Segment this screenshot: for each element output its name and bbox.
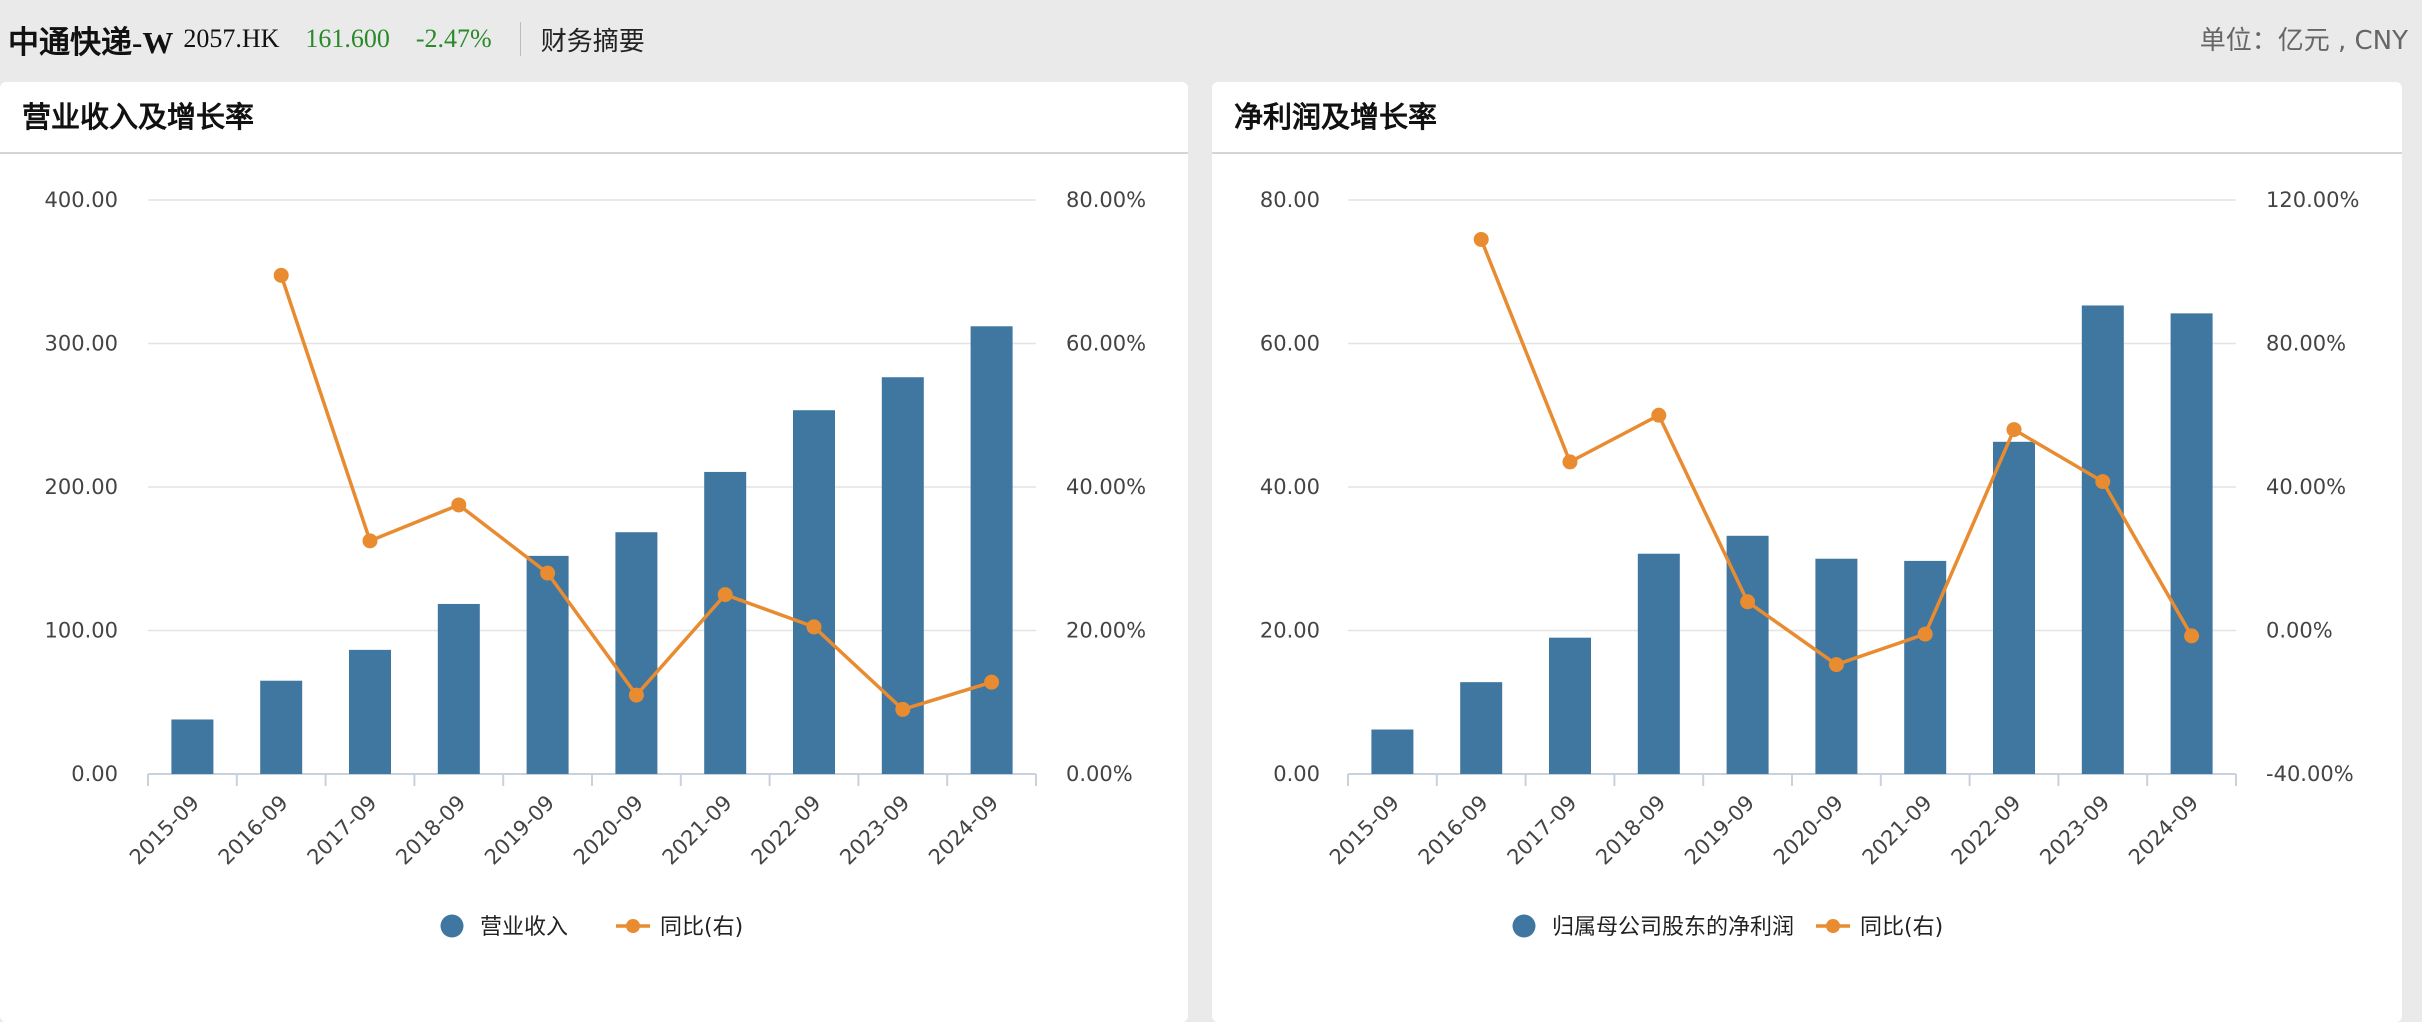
growth-point (451, 497, 467, 513)
x-tick-label: 2016-09 (214, 791, 293, 870)
y-left-tick-label: 60.00 (1260, 332, 1320, 356)
growth-point (2095, 474, 2111, 490)
x-tick-label: 2017-09 (1503, 791, 1582, 870)
legend-bar-marker (1512, 914, 1536, 938)
growth-point (1828, 657, 1844, 673)
growth-point (628, 687, 644, 703)
x-tick-label: 2016-09 (1414, 791, 1493, 870)
legend-bar-label: 营业收入 (480, 915, 568, 940)
y-right-tick-label: 80.00% (1066, 188, 1146, 212)
x-tick-label: 2023-09 (835, 791, 914, 870)
y-left-tick-label: 80.00 (1260, 188, 1320, 212)
y-left-tick-label: 300.00 (45, 332, 118, 356)
growth-point (984, 674, 1000, 690)
x-tick-label: 2022-09 (1947, 791, 2026, 870)
x-tick-label: 2024-09 (924, 791, 1003, 870)
y-left-tick-label: 0.00 (71, 762, 118, 786)
x-tick-label: 2018-09 (391, 791, 470, 870)
stock-header: 中通快递-W 2057.HK 161.600 -2.47% 财务摘要 单位：亿元… (0, 0, 2422, 78)
x-tick-label: 2018-09 (1591, 791, 1670, 870)
y-left-tick-label: 400.00 (45, 188, 118, 212)
x-tick-label: 2021-09 (1858, 791, 1937, 870)
bar (704, 471, 747, 774)
bar (1993, 441, 2035, 774)
bar (171, 719, 214, 774)
growth-point (1562, 454, 1578, 470)
x-tick-label: 2021-09 (658, 791, 737, 870)
bar (1549, 637, 1591, 774)
bar (970, 326, 1013, 774)
bar (793, 410, 835, 774)
growth-point (2006, 422, 2022, 438)
tab-financial-summary[interactable]: 财务摘要 (540, 26, 645, 57)
stock-code: 2057.HK (183, 24, 280, 53)
bar (615, 532, 658, 774)
y-left-tick-label: 40.00 (1260, 475, 1320, 499)
y-right-tick-label: 80.00% (2266, 332, 2346, 356)
x-tick-label: 2015-09 (1325, 791, 1404, 870)
x-tick-label: 2020-09 (1769, 791, 1848, 870)
x-tick-label: 2022-09 (747, 791, 826, 870)
growth-point (2184, 628, 2200, 644)
bar (349, 649, 391, 774)
growth-point (717, 587, 733, 603)
legend-line-label: 同比(右) (1860, 915, 1943, 940)
unit-label: 单位：亿元 , CNY (2199, 26, 2408, 56)
chart-title: 净利润及增长率 (1212, 82, 2402, 154)
growth-point (362, 533, 378, 549)
net-profit-chart: 80.00 120.00% 60.00 80.00% 40.00 40.00% 20.00 0… (1260, 188, 2360, 940)
x-tick-label: 2024-09 (2124, 791, 2203, 870)
legend-bar-marker (440, 914, 464, 938)
y-right-tick-label: 0.00% (2266, 619, 2333, 643)
legend-line-dot (1826, 919, 1840, 933)
y-left-tick-label: 100.00 (45, 619, 118, 643)
growth-point (895, 701, 911, 717)
growth-point (1651, 407, 1667, 423)
legend-line-dot (626, 919, 640, 933)
x-tick-label: 2020-09 (569, 791, 648, 870)
growth-point (1917, 626, 1933, 642)
growth-point (273, 267, 289, 283)
y-right-tick-label: 40.00% (1066, 475, 1146, 499)
revenue-chart: 400.00 80.00% 300.00 60.00% 200.00 40.00% 100.… (45, 188, 1147, 940)
growth-point (1740, 594, 1756, 610)
y-left-tick-label: 20.00 (1260, 619, 1320, 643)
stock-change: -2.47% (415, 24, 492, 53)
y-right-tick-label: -40.00% (2266, 762, 2354, 786)
y-right-tick-label: 40.00% (2266, 475, 2346, 499)
bar (260, 680, 303, 774)
revenue-chart-panel: 营业收入及增长率 400.00 80.00% 300.00 60.00% 200.00 4… (0, 82, 1188, 1022)
bar (1904, 560, 1947, 774)
growth-point (806, 619, 822, 635)
stock-name: 中通快递-W (8, 24, 174, 60)
y-right-tick-label: 20.00% (1066, 619, 1146, 643)
legend-line-label: 同比(右) (660, 915, 743, 940)
y-right-tick-label: 60.00% (1066, 332, 1146, 356)
net-profit-chart-panel: 净利润及增长率 80.00 120.00% 60.00 80.00% 40.00 40.0… (1212, 82, 2402, 1022)
y-left-tick-label: 0.00 (1273, 762, 1320, 786)
x-tick-label: 2015-09 (125, 791, 204, 870)
x-tick-label: 2023-09 (2035, 791, 2114, 870)
chart-title: 营业收入及增长率 (0, 82, 1188, 154)
bar (1371, 729, 1414, 774)
legend-bar-label: 归属母公司股东的净利润 (1552, 915, 1794, 940)
growth-point (1473, 231, 1489, 247)
bar (1460, 682, 1503, 774)
stock-price: 161.600 (305, 24, 390, 53)
y-right-tick-label: 0.00% (1066, 762, 1133, 786)
bar (2170, 313, 2213, 774)
bar (2081, 305, 2124, 774)
bar (526, 555, 569, 774)
growth-point (540, 565, 556, 581)
x-tick-label: 2019-09 (1680, 791, 1759, 870)
bar (437, 603, 480, 774)
y-right-tick-label: 120.00% (2266, 188, 2359, 212)
header-divider (519, 22, 521, 56)
x-tick-label: 2017-09 (303, 791, 382, 870)
y-left-tick-label: 200.00 (45, 475, 118, 499)
x-tick-label: 2019-09 (480, 791, 559, 870)
bar (1637, 553, 1680, 774)
